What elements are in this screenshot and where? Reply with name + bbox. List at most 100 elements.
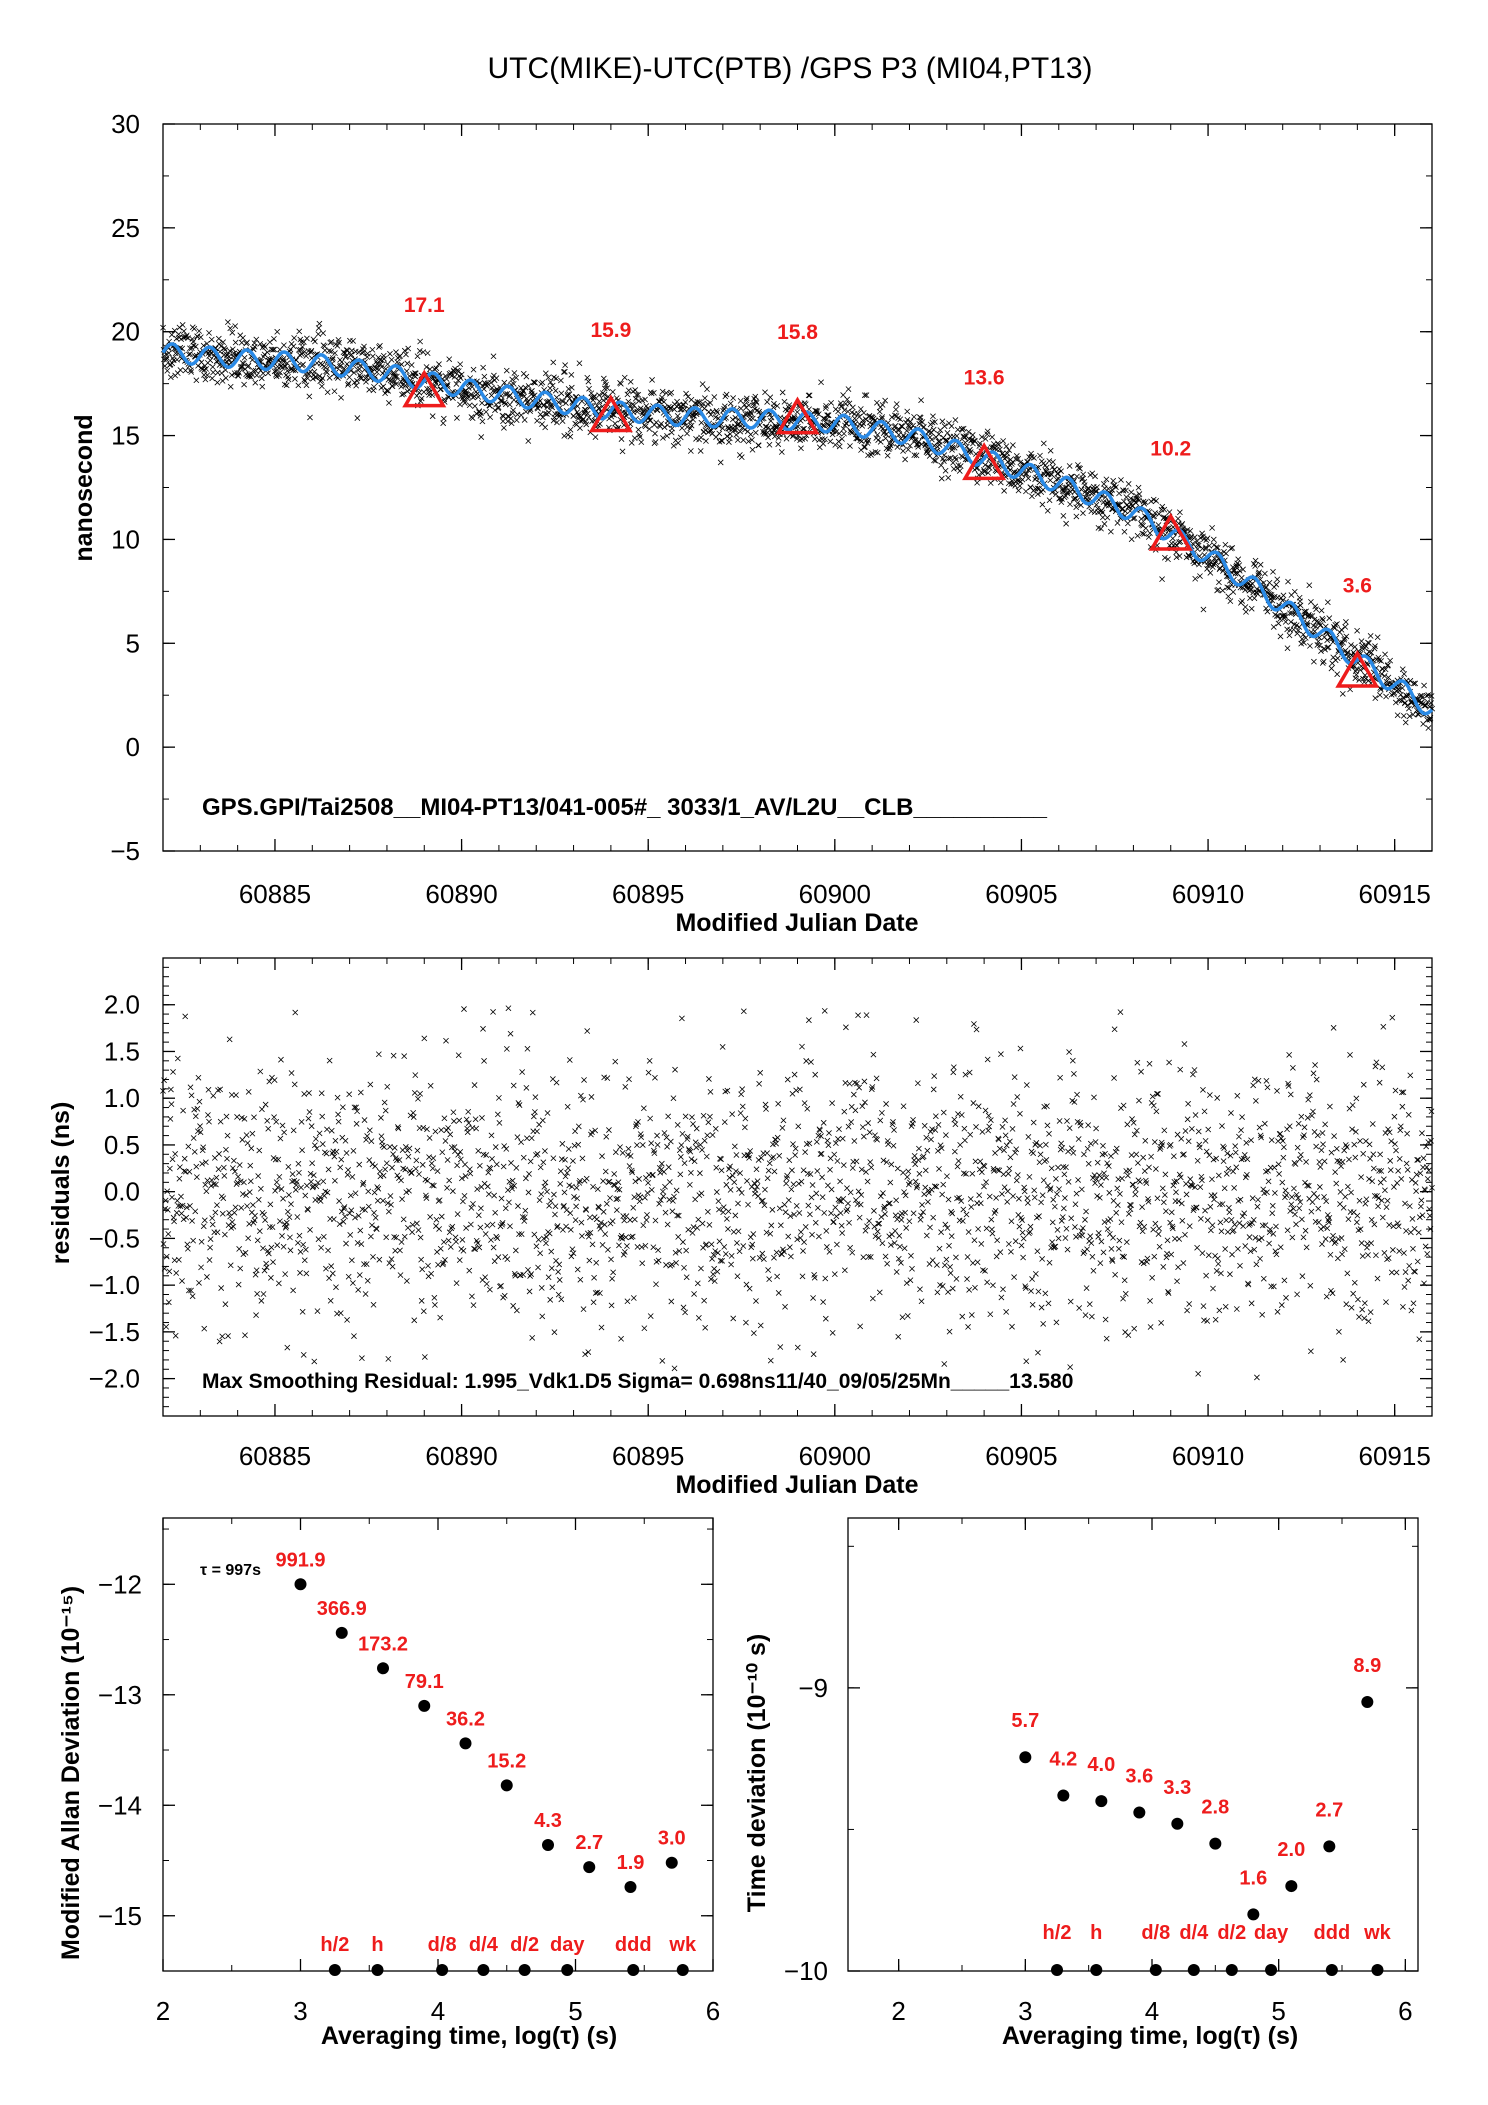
phase-data-point [206, 353, 213, 359]
phase-data-point [345, 382, 351, 388]
phase-data-point [179, 322, 186, 328]
residual-data-point [1215, 1172, 1222, 1179]
phase-data-point [1407, 677, 1414, 684]
phase-data-point [296, 328, 303, 335]
residual-data-point [409, 1221, 416, 1228]
residual-data-point [771, 1254, 777, 1261]
residual-data-point [904, 1313, 911, 1319]
residual-data-point [728, 1253, 735, 1259]
phase-data-point [253, 372, 260, 379]
residual-data-point [750, 1330, 757, 1337]
residual-data-point [470, 1200, 476, 1207]
residual-data-point [484, 1222, 491, 1229]
residual-data-point [930, 1086, 937, 1093]
phase-data-point [535, 405, 541, 412]
phase-data-point [1328, 665, 1335, 672]
residual-data-point [290, 1287, 297, 1294]
residual-data-point [895, 1333, 902, 1340]
residual-data-point [1132, 1191, 1139, 1198]
residual-data-point [671, 1193, 677, 1200]
residual-data-point [732, 1212, 739, 1219]
residual-data-point [666, 1196, 673, 1203]
residual-data-point [945, 1196, 952, 1203]
residual-data-point [552, 1203, 559, 1210]
residual-data-point [501, 1143, 508, 1149]
residual-data-point [533, 1243, 540, 1250]
residual-data-point [1156, 1225, 1162, 1232]
phase-data-point [1342, 624, 1349, 630]
phase-data-point [549, 404, 556, 411]
residual-data-point [606, 1127, 612, 1133]
residual-data-point [480, 1025, 486, 1032]
residual-data-point [1182, 1231, 1188, 1238]
residual-data-point [975, 1103, 982, 1110]
residual-data-point [1141, 1223, 1148, 1230]
residual-data-point [343, 1150, 350, 1156]
residual-data-point [352, 1190, 359, 1197]
residual-data-point [447, 1244, 454, 1250]
residual-data-point [1072, 1224, 1078, 1230]
residual-data-point [457, 1156, 464, 1163]
residual-data-point [288, 1070, 295, 1076]
residual-data-point [491, 1192, 498, 1199]
residual-data-point [785, 1233, 792, 1240]
phase-data-point [631, 435, 638, 441]
phase-data-point [355, 349, 362, 356]
residual-data-point [769, 1206, 776, 1213]
residual-data-point [1218, 1228, 1225, 1235]
residual-data-point [763, 1106, 769, 1112]
residual-data-point [172, 1151, 179, 1157]
residual-data-point [850, 1091, 857, 1098]
residual-data-point [531, 1231, 538, 1238]
residual-data-point [664, 1221, 671, 1228]
residual-data-point [516, 1231, 522, 1238]
residual-data-point [485, 1191, 492, 1198]
phase-data-point [295, 382, 302, 389]
residual-data-point [761, 1256, 767, 1263]
residual-data-point [645, 1069, 652, 1076]
phase-data-point [939, 418, 946, 425]
residual-data-point [307, 1226, 313, 1233]
phase-data-point [358, 375, 365, 382]
residual-data-point [927, 1224, 933, 1231]
residual-data-point [645, 1179, 651, 1186]
residual-data-point [948, 1233, 955, 1240]
residual-data-point [1064, 1246, 1071, 1253]
residual-data-point [399, 1196, 405, 1203]
phase-data-point [1291, 588, 1298, 595]
phase-data-point [330, 355, 336, 361]
residual-data-point [801, 1100, 808, 1107]
phase-data-point [1257, 561, 1264, 568]
residual-data-point [737, 1110, 744, 1117]
residual-data-point [762, 1186, 768, 1193]
residual-data-point [212, 1209, 219, 1216]
residual-data-point [807, 1211, 813, 1218]
residual-data-point [608, 1256, 614, 1263]
residual-data-point [384, 1083, 391, 1090]
phase-data-point [404, 360, 411, 367]
residual-data-point [894, 1165, 901, 1172]
phase-data-point [701, 405, 708, 412]
residual-data-point [679, 1130, 686, 1137]
residual-data-point [1115, 1245, 1122, 1252]
residual-data-point [441, 1115, 448, 1122]
residual-data-point [559, 1140, 566, 1147]
residual-data-point [864, 1223, 870, 1230]
residual-data-point [1082, 1312, 1089, 1318]
residual-data-point [468, 1205, 475, 1211]
residual-data-point [551, 1191, 557, 1198]
phase-data-point [1248, 605, 1255, 612]
residual-data-point [1223, 1217, 1230, 1224]
residual-data-point [1066, 1049, 1073, 1055]
residual-data-point [574, 1266, 581, 1273]
phase-data-point [1101, 521, 1108, 527]
residual-data-point [550, 1155, 557, 1162]
phase-data-point [1320, 658, 1327, 665]
phase-data-point [941, 423, 948, 430]
residual-data-point [1184, 1307, 1190, 1314]
residual-data-point [1139, 1228, 1146, 1235]
phase-data-point [877, 438, 884, 445]
residual-data-point [547, 1296, 554, 1303]
phase-y-tick-label: 30 [111, 109, 140, 139]
